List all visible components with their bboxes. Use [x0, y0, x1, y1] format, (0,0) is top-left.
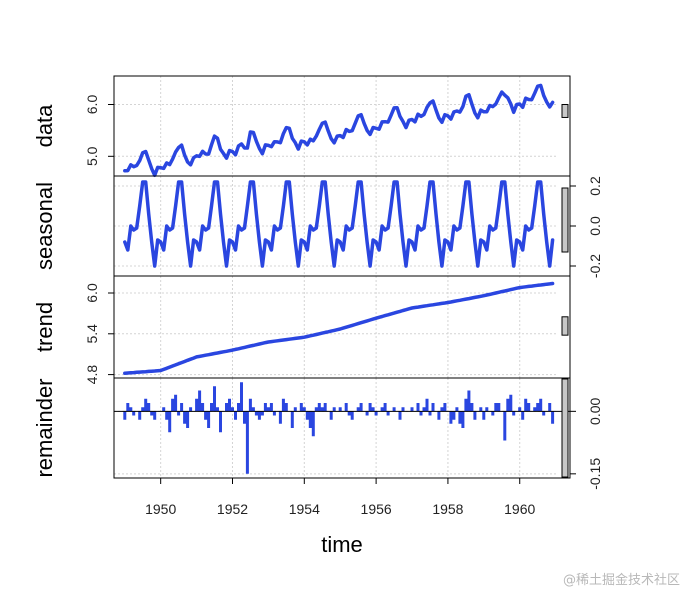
- y-tick-label: 6.0: [84, 283, 100, 303]
- x-tick-label: 1956: [361, 501, 392, 517]
- data-series-line: [123, 83, 555, 178]
- y-tick-label: 0.00: [587, 397, 603, 424]
- range-bar: [561, 187, 569, 253]
- range-bar: [561, 378, 569, 478]
- x-tick-label: 1952: [217, 501, 248, 517]
- y-tick-label: 5.0: [84, 146, 100, 166]
- y-tick-label: 0.2: [587, 176, 603, 196]
- y-tick-label: 6.0: [84, 95, 100, 115]
- panel-title-remainder: remainder: [32, 378, 57, 477]
- panel-frame: [113, 377, 571, 479]
- x-axis-title: time: [321, 532, 363, 557]
- panel-title-trend: trend: [32, 302, 57, 352]
- y-tick-label: -0.2: [587, 254, 603, 278]
- panel-title-seasonal: seasonal: [32, 182, 57, 270]
- panel-remainder: -0.15 0.00 remainder: [32, 377, 603, 490]
- x-tick-label: 1950: [145, 501, 176, 517]
- panel-seasonal: -0.2 0.0 0.2 seasonal: [32, 175, 603, 278]
- seasonal-series-line: [123, 180, 555, 268]
- x-tick-label: 1954: [289, 501, 320, 517]
- y-tick-label: 5.4: [84, 324, 100, 344]
- x-tick-label: 1960: [504, 501, 535, 517]
- panel-trend: 4.8 5.4 6.0 trend: [32, 275, 571, 385]
- x-tick-label: 1958: [432, 501, 463, 517]
- y-tick-label: 4.8: [84, 365, 100, 385]
- range-bar: [561, 316, 569, 336]
- remainder-bars: [123, 382, 555, 474]
- trend-series-line: [123, 281, 555, 375]
- watermark-text: @稀土掘金技术社区: [563, 572, 680, 588]
- x-axis: 1950 1952 1954 1956 1958 1960 time: [145, 478, 536, 557]
- y-tick-label: 0.0: [587, 216, 603, 236]
- y-tick-label: -0.15: [587, 458, 603, 490]
- range-bar: [561, 103, 569, 118]
- panel-title-data: data: [32, 104, 57, 148]
- panel-data: 5.0 6.0 data: [32, 75, 571, 178]
